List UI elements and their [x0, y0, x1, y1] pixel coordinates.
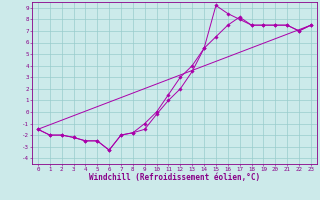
X-axis label: Windchill (Refroidissement éolien,°C): Windchill (Refroidissement éolien,°C)	[89, 173, 260, 182]
